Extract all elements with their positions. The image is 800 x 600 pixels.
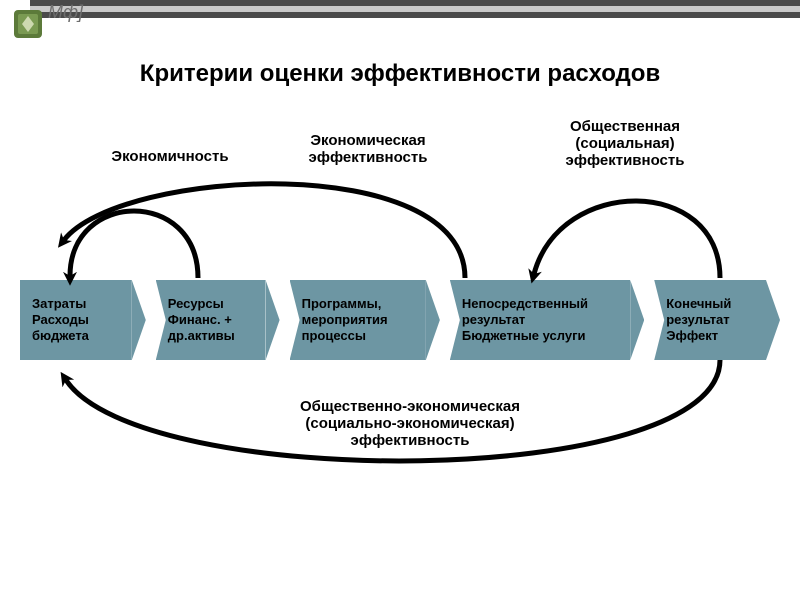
stripe-3	[30, 12, 800, 18]
box-programs-label: Программы,мероприятияпроцессы	[302, 296, 388, 345]
mf-label: Мф]	[48, 2, 83, 23]
bottom-line-2: (социально-экономическая)	[260, 415, 560, 432]
label-social-effectiveness: Общественная (социальная) эффективность	[520, 118, 730, 169]
box-resources: РесурсыФинанс. +др.активы	[156, 280, 280, 360]
label-socio-economic: Общественно-экономическая (социально-эко…	[260, 398, 560, 449]
arc-social-eff	[534, 201, 720, 278]
emblem-icon	[8, 4, 48, 44]
box-direct-label: НепосредственныйрезультатБюджетные услуг…	[462, 296, 588, 345]
box-direct: НепосредственныйрезультатБюджетные услуг…	[450, 280, 644, 360]
arc-econ-eff	[64, 184, 465, 278]
slide: Мф] Критерии оценки эффективности расход…	[0, 0, 800, 600]
bottom-line-1: Общественно-экономическая	[260, 398, 560, 415]
logo	[6, 2, 50, 46]
bottom-line-3: эффективность	[260, 432, 560, 449]
box-resources-label: РесурсыФинанс. +др.активы	[168, 296, 235, 345]
arc-econ	[70, 211, 198, 278]
box-costs: ЗатратыРасходыбюджета	[20, 280, 146, 360]
page-title: Критерии оценки эффективности расходов	[50, 60, 750, 88]
box-costs-label: ЗатратыРасходыбюджета	[32, 296, 89, 345]
topbar-stripes	[30, 0, 800, 18]
label-economy: Экономичность	[80, 148, 260, 165]
box-final: КонечныйрезультатЭффект	[654, 280, 780, 360]
box-programs: Программы,мероприятияпроцессы	[290, 280, 440, 360]
topbar: Мф]	[0, 0, 800, 28]
flow-boxes: ЗатратыРасходыбюджета РесурсыФинанс. +др.…	[20, 280, 780, 360]
label-economic-effectiveness: Экономическая эффективность	[278, 132, 458, 166]
box-final-label: КонечныйрезультатЭффект	[666, 296, 731, 345]
